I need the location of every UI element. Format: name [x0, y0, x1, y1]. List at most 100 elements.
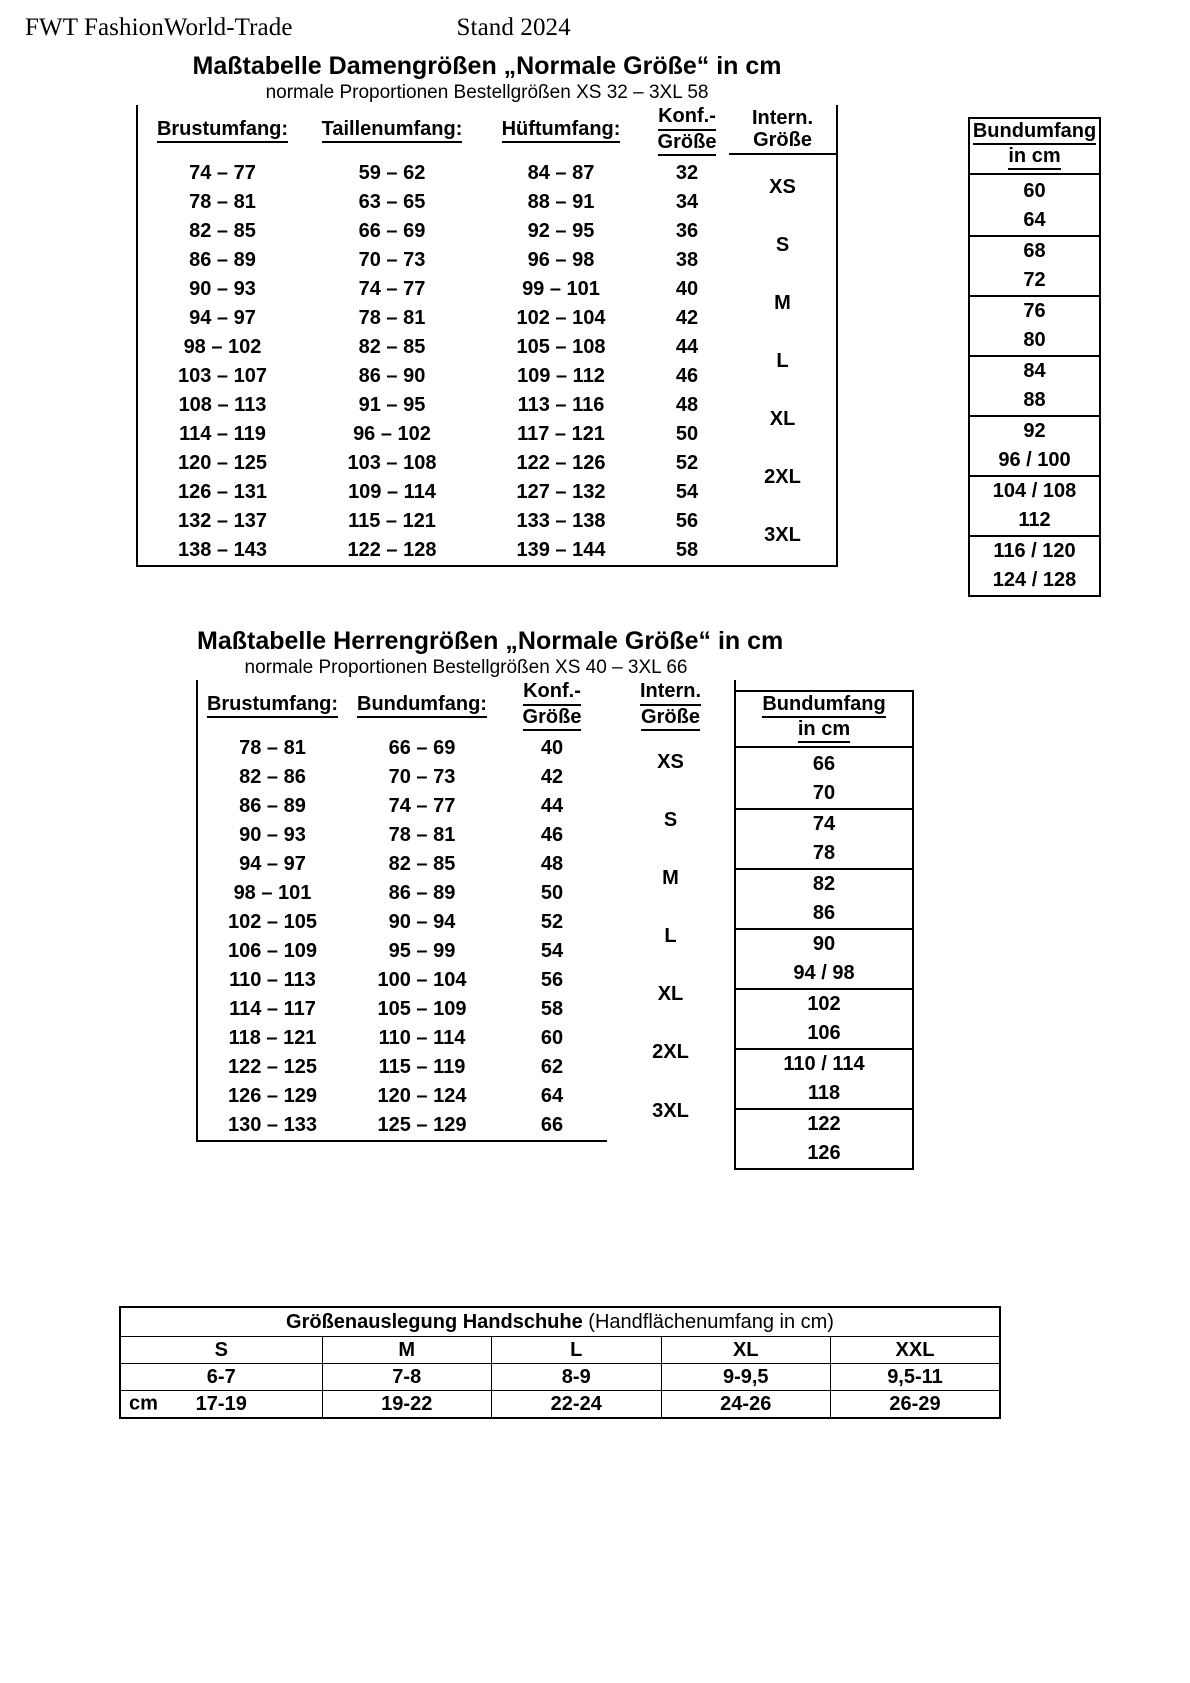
women-bund-column: Bundumfang in cm 60 64 68 72 76 80 84 88… — [968, 117, 1101, 597]
table-row: 78 – 81 66 – 69 40 XS — [196, 731, 736, 792]
intern-size-cell: XS — [607, 731, 736, 792]
table-row: 82 – 86 70 – 73 42 — [196, 762, 735, 792]
gloves-cm-xl: 24-26 — [660, 1390, 831, 1419]
gloves-size-table: Größenauslegung Handschuhe (Handflächenu… — [119, 1306, 1001, 1419]
intern-size-cell: L — [729, 332, 839, 391]
gloves-title-bold: Größenauslegung Handschuhe — [286, 1310, 583, 1333]
table-row: 82 – 85 66 – 69 92 – 95 36 S — [136, 216, 839, 275]
gloves-cm-l: 22-24 — [491, 1390, 662, 1419]
women-title-cell: Maßtabelle Damengrößen „Normale Größe“ i… — [137, 52, 837, 105]
women-header-row: Brustumfang: Taillenumfang: Hüftumfang: … — [136, 104, 839, 157]
men-col-bundumfang: Bundumfang: — [347, 680, 497, 732]
table-row: 103 – 107 86 – 90 109 – 112 46 — [136, 361, 837, 391]
women-col-intern: Intern. Größe — [729, 104, 839, 157]
table-row: 110 / 114 — [735, 1048, 913, 1079]
gloves-cm-row: cm 17-19 19-22 22-24 24-26 26-29 — [119, 1390, 1001, 1419]
women-main-table: Maßtabelle Damengrößen „Normale Größe“ i… — [136, 52, 839, 567]
table-row: 94 – 97 82 – 85 48 M — [196, 849, 736, 908]
table-row: 90 – 93 74 – 77 99 – 101 40 M — [136, 274, 839, 333]
table-row: 108 – 113 91 – 95 113 – 116 48 XL — [136, 390, 839, 449]
table-row: 84 — [969, 355, 1100, 386]
table-row: 82 — [735, 868, 913, 899]
table-row: 130 – 133 125 – 129 66 — [196, 1110, 735, 1142]
gloves-title-row: Größenauslegung Handschuhe (Handflächenu… — [120, 1307, 1000, 1337]
men-table-subtitle: normale Proportionen Bestellgrößen XS 40… — [244, 657, 688, 678]
table-row: 120 – 125 103 – 108 122 – 126 52 2XL — [136, 448, 839, 507]
men-size-table: Maßtabelle Herrengrößen „Normale Größe“ … — [196, 627, 914, 1170]
table-row: 104 / 108 — [969, 475, 1100, 506]
women-table-title: Maßtabelle Damengrößen „Normale Größe“ i… — [192, 52, 782, 80]
women-table-subtitle: normale Proportionen Bestellgrößen XS 32… — [265, 82, 709, 103]
table-row: 114 – 117 105 – 109 58 — [196, 994, 735, 1024]
table-row: 116 / 120 — [969, 535, 1100, 566]
table-row: 9,5-11 — [830, 1363, 1001, 1391]
gloves-size-m: M — [321, 1336, 492, 1364]
intern-size-cell: M — [729, 274, 839, 333]
table-row: 122 — [735, 1108, 913, 1139]
intern-size-cell: 2XL — [607, 1023, 736, 1082]
men-col-konf: Konf.- Größe — [497, 680, 607, 732]
men-bund-table: Bundumfang in cm 66 70 74 78 82 86 90 94… — [734, 690, 914, 1170]
gloves-size-xxl: XXL — [830, 1336, 1001, 1364]
men-title-row: Maßtabelle Herrengrößen „Normale Größe“ … — [197, 627, 784, 680]
intern-size-cell: XL — [729, 390, 839, 449]
intern-size-cell: 3XL — [607, 1081, 736, 1141]
intern-size-cell: M — [607, 849, 736, 908]
table-row: 98 – 101 86 – 89 50 — [196, 878, 735, 908]
men-main-table: Maßtabelle Herrengrößen „Normale Größe“ … — [196, 627, 784, 1142]
men-col-bundumfang-cm: Bundumfang in cm — [735, 691, 913, 748]
table-row: 70 — [812, 782, 836, 804]
gloves-cm-xxl: 26-29 — [830, 1390, 1001, 1419]
intern-size-cell: XL — [607, 965, 736, 1024]
table-row: 60 — [1023, 180, 1046, 202]
gloves-size-l: L — [491, 1336, 662, 1364]
intern-size-cell: L — [607, 907, 736, 966]
table-row: 90 – 93 78 – 81 46 — [196, 820, 735, 850]
table-row: 126 – 129 120 – 124 64 3XL — [196, 1081, 736, 1141]
table-row: 74 — [735, 808, 913, 839]
table-row: 112 — [1018, 509, 1051, 531]
table-row: 78 — [812, 842, 836, 864]
table-row: 118 — [807, 1082, 841, 1104]
men-table-title: Maßtabelle Herrengrößen „Normale Größe“ … — [197, 627, 784, 655]
gloves-title-normal: (Handflächenumfang in cm) — [582, 1310, 834, 1333]
table-row: 88 — [1023, 389, 1046, 411]
table-row: 94 – 97 78 – 81 102 – 104 42 — [136, 303, 837, 333]
table-row: 124 / 128 — [992, 569, 1077, 591]
table-row: 106 – 109 95 – 99 54 — [196, 936, 735, 966]
gloves-cm-label: cm — [129, 1392, 158, 1415]
table-row: 126 — [807, 1142, 841, 1164]
gloves-cm-s: 17-19 — [195, 1392, 247, 1415]
table-row: 118 – 121 110 – 114 60 2XL — [196, 1023, 736, 1082]
intern-size-cell: S — [607, 791, 736, 850]
intern-size-cell: 3XL — [729, 506, 839, 566]
table-row: 80 — [1023, 329, 1046, 351]
table-row: 106 — [807, 1022, 841, 1044]
women-col-huefte: Hüftumfang: — [477, 105, 645, 157]
gloves-title-cell: Größenauslegung Handschuhe (Handflächenu… — [120, 1307, 1000, 1337]
women-col-taille: Taillenumfang: — [307, 105, 477, 157]
men-col-intern: Intern. Größe — [607, 679, 736, 732]
table-row: 94 / 98 — [793, 962, 855, 984]
men-header-row: Brustumfang: Bundumfang: Konf.- Größe In… — [196, 679, 736, 732]
men-title-cell: Maßtabelle Herrengrößen „Normale Größe“ … — [197, 627, 784, 680]
men-bund-header: Bundumfang in cm — [735, 691, 913, 748]
table-row: 86 – 89 70 – 73 96 – 98 38 — [136, 245, 837, 275]
gloves-glovesize-row: 6-7 7-8 8-9 9-9,5 9,5-11 — [119, 1363, 1001, 1391]
table-row: 126 – 131 109 – 114 127 – 132 54 — [136, 477, 837, 507]
table-row: 102 – 105 90 – 94 52 L — [196, 907, 736, 966]
gloves-cm-m: 19-22 — [321, 1390, 492, 1419]
table-row: 138 – 143 122 – 128 139 – 144 58 — [136, 535, 838, 567]
table-row: 8-9 — [491, 1363, 662, 1391]
table-row: 64 — [1023, 209, 1046, 231]
women-col-bundumfang: Bundumfang in cm — [969, 118, 1100, 175]
women-col-konf: Konf.- Größe — [645, 105, 729, 157]
women-title-row: Maßtabelle Damengrößen „Normale Größe“ i… — [137, 52, 837, 105]
table-row: 96 / 100 — [998, 449, 1071, 471]
table-row: 76 — [969, 295, 1100, 326]
gloves-size-xl: XL — [660, 1336, 831, 1364]
table-row: 86 – 89 74 – 77 44 S — [196, 791, 736, 850]
table-row: 9-9,5 — [660, 1363, 831, 1391]
company-name: FWT FashionWorld-Trade — [25, 14, 293, 41]
